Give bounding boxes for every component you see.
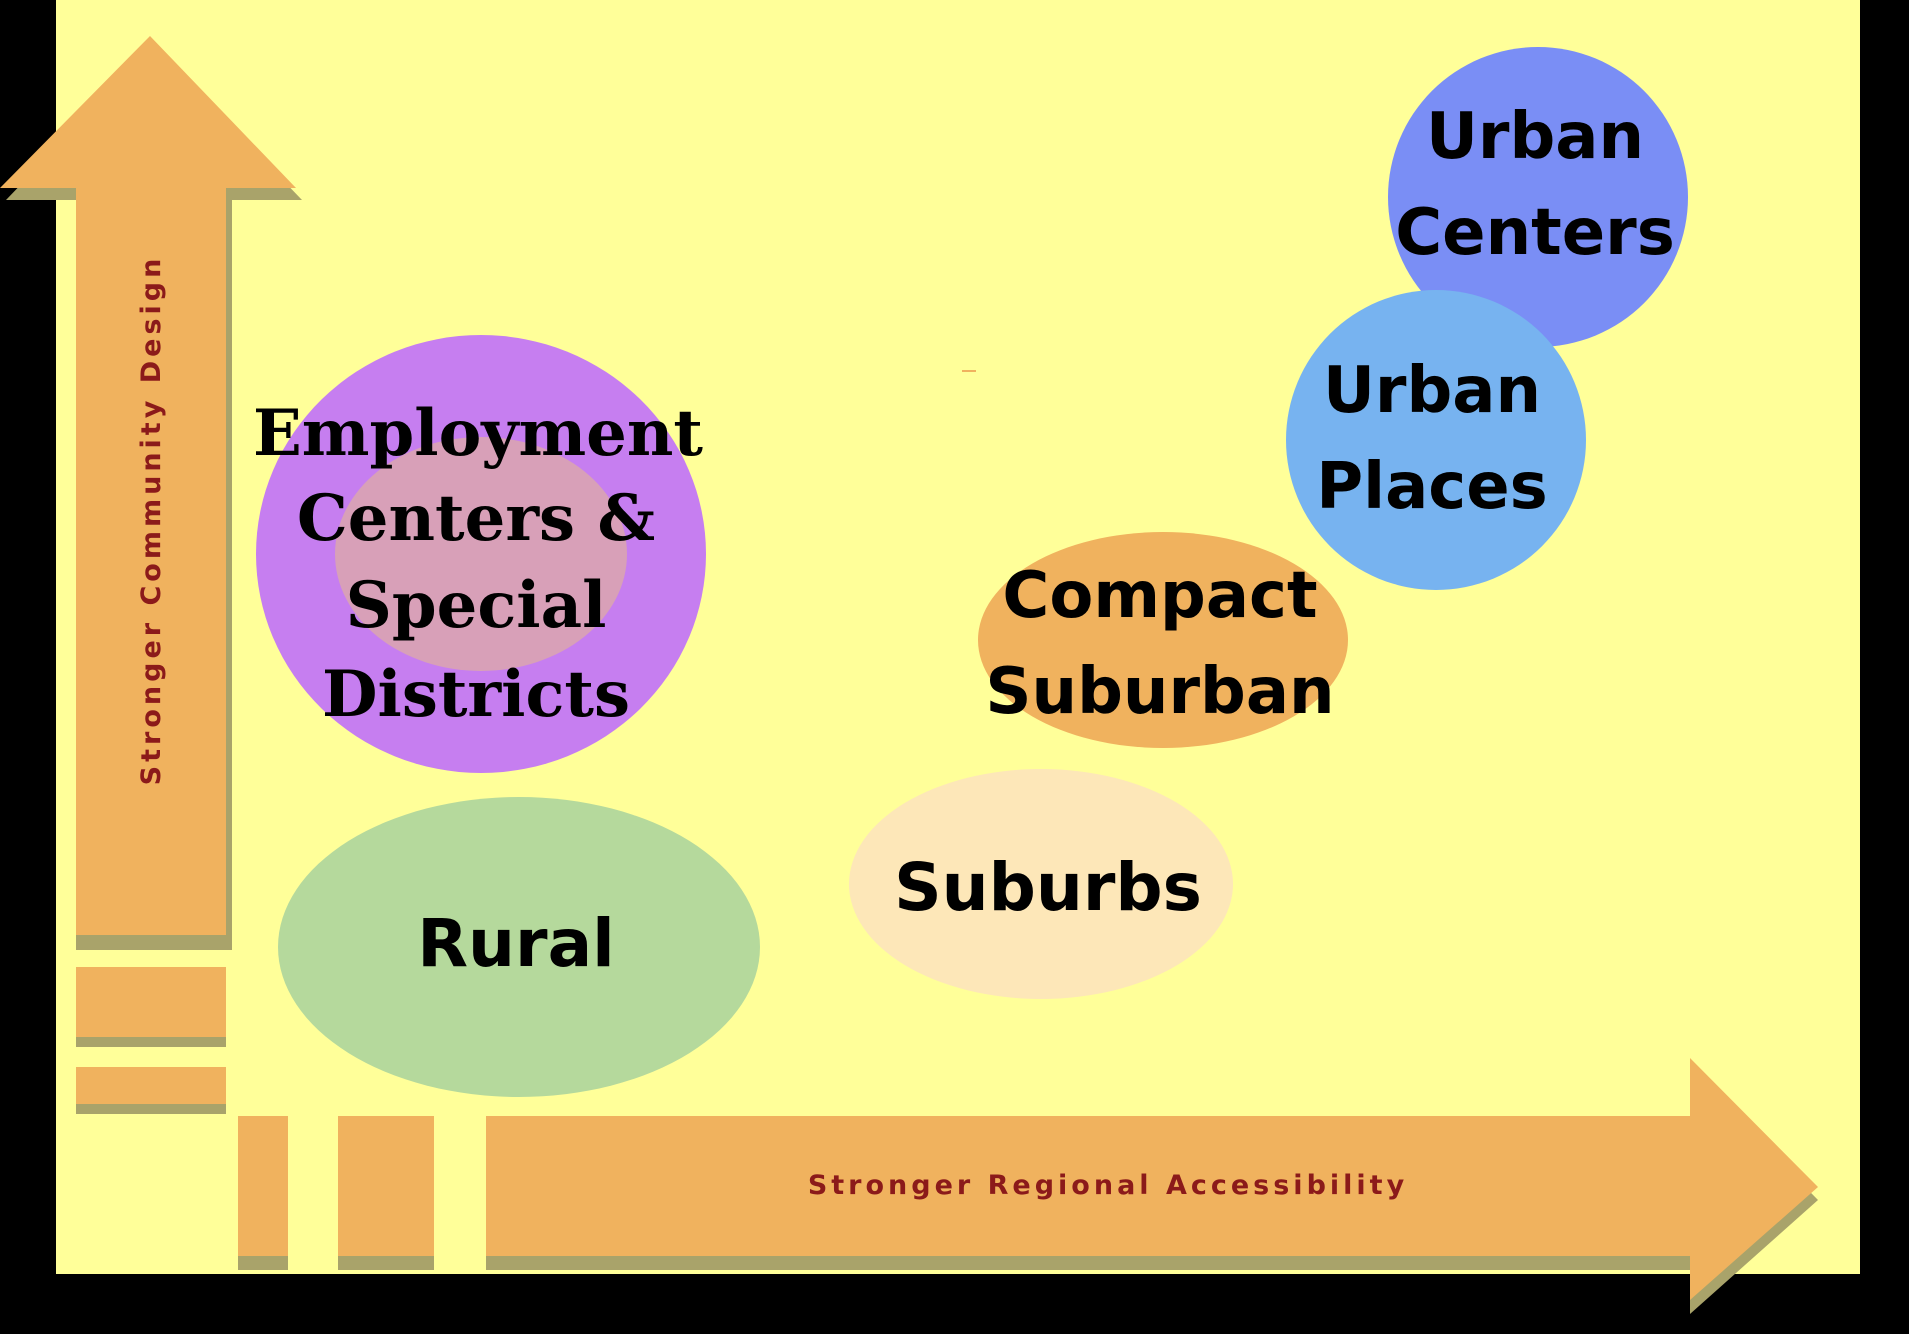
suburbs-bubble: Suburbs [849,769,1233,999]
employment-centers-bubble: Employment Centers & Special Districts [253,335,706,773]
urban-centers-label-line-2: Centers [1395,196,1675,270]
compact-suburban-bubble: Compact Suburban [978,532,1348,748]
urban-centers-bubble: Urban Centers [1388,47,1688,347]
urban-centers-circle [1388,47,1688,347]
urban-centers-label-line-1: Urban [1426,100,1644,174]
horizontal-arrow-body [486,1058,1818,1300]
suburbs-label: Suburbs [894,849,1202,926]
rural-label: Rural [417,905,615,982]
compact-suburban-label-line-1: Compact [1002,559,1317,633]
vertical-arrow-dash-1 [76,967,226,1037]
employment-label-line-1: Employment [253,396,703,471]
compact-suburban-label-line-2: Suburban [985,655,1334,729]
urban-places-label-line-1: Urban [1323,354,1541,428]
right-edge-notch [1860,260,1863,540]
vertical-arrow-dash-2 [76,1067,226,1104]
stray-mark [962,370,976,372]
vertical-axis-arrow [0,36,302,1114]
rural-ellipse [278,797,760,1097]
vertical-arrow-dash-2-shadow [76,1104,226,1114]
urban-places-circle [1286,290,1586,590]
suburbs-ellipse [849,769,1233,999]
urban-places-bubble: Urban Places [1286,290,1586,590]
horizontal-arrow-dash-1 [238,1116,288,1256]
employment-label-line-2: Centers & [297,481,655,556]
employment-label-line-3: Special [346,568,607,643]
x-axis-label: Stronger Regional Accessibility [808,1170,1408,1201]
vertical-arrow-base-shadow [76,935,226,948]
horizontal-arrow-dash-2-shadow [338,1256,434,1270]
employment-label-line-4: Districts [322,657,630,732]
y-axis-label: Stronger Community Design [136,255,167,786]
vertical-arrow-body [0,36,296,935]
employment-inner-ellipse [335,437,627,671]
urban-places-label-line-2: Places [1316,450,1547,524]
compact-suburban-ellipse [978,532,1348,748]
horizontal-axis-arrow [238,1058,1818,1314]
vertical-arrow-dash-1-shadow [76,1037,226,1047]
horizontal-arrow-dash-2 [338,1116,434,1256]
horizontal-arrow-dash-1-shadow [238,1256,288,1270]
rural-bubble: Rural [278,797,760,1097]
